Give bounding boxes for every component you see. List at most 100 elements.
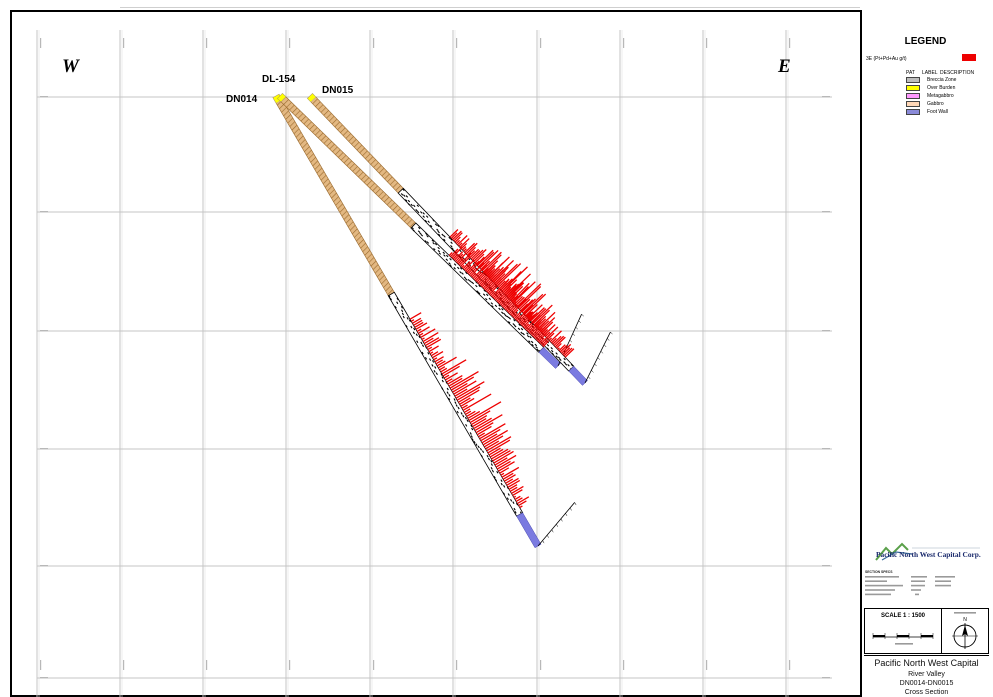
hole-log-mark <box>445 254 449 258</box>
assay-bar <box>462 261 471 270</box>
hole-log-mark <box>389 297 392 301</box>
legend-lith-row: Over Burden <box>906 85 986 92</box>
hole-log-mark <box>426 234 429 238</box>
assay-bar <box>454 388 468 397</box>
hole-log-mark <box>546 344 550 347</box>
hole-log-mark <box>437 230 440 234</box>
hole-log-mark <box>425 232 428 236</box>
hole-log-mark <box>477 445 480 449</box>
cross-section-view[interactable]: W E DL-154 DN014 DN015 <box>10 10 860 697</box>
grid-tick-label-top <box>40 38 42 48</box>
assay-bar <box>506 273 531 297</box>
grid-tick-label-top <box>373 38 375 48</box>
assay-bar <box>410 319 415 322</box>
hole-log-mark <box>504 314 508 317</box>
assay-bar <box>469 410 491 424</box>
assay-bar <box>538 320 550 331</box>
assay-bar <box>553 335 565 347</box>
hole-log-mark <box>440 373 443 376</box>
hole-log-mark <box>431 239 435 242</box>
hole-log-mark <box>425 346 428 349</box>
hole-log-mark <box>507 493 510 496</box>
depth-ruler-tick <box>575 326 579 330</box>
hole-log-mark <box>446 387 449 391</box>
hole-log-mark <box>417 230 421 233</box>
hole-overburden-section <box>277 93 286 102</box>
assay-bar <box>445 372 458 381</box>
assay-bar <box>490 290 496 297</box>
assay-bar <box>473 417 492 430</box>
hole-log-mark <box>513 507 516 511</box>
hole-log-mark <box>404 199 408 202</box>
hole-log-mark <box>522 332 525 336</box>
hole-log-mark <box>416 340 419 344</box>
assay-bar <box>532 304 553 325</box>
assay-bar <box>506 477 519 486</box>
hole-log-mark <box>481 450 485 453</box>
assay-bar <box>450 248 459 258</box>
assay-bar <box>549 330 562 343</box>
assay-bar <box>471 249 484 261</box>
hole-label-dn014[interactable]: DN014 <box>226 94 258 105</box>
assay-bar <box>428 345 439 353</box>
hole-log-mark <box>422 212 425 215</box>
grid-tick-label-top <box>789 38 791 48</box>
hole-log-mark <box>454 401 457 404</box>
assay-bar <box>467 256 485 275</box>
hole-label-dl154[interactable]: DL-154 <box>262 74 296 85</box>
hole-log-mark <box>471 438 474 441</box>
assay-bar <box>450 232 458 239</box>
hole-log-mark <box>528 340 531 343</box>
depth-ruler-tick <box>607 338 610 341</box>
hole-log-mark <box>434 223 438 226</box>
hole-log-mark <box>502 492 506 496</box>
assay-bar <box>516 496 530 505</box>
depth-ruler-tick <box>603 344 607 348</box>
assay-bar <box>451 246 463 259</box>
north-arrow-icon: N <box>952 612 978 649</box>
assay-bar <box>537 311 556 330</box>
hole-log-mark <box>501 308 504 311</box>
assay-bar <box>465 410 472 415</box>
hole-log-mark <box>401 309 404 313</box>
assay-bar <box>468 267 477 276</box>
assay-bar <box>521 298 536 313</box>
hole-log-mark <box>534 343 538 347</box>
assay-bar <box>536 318 547 328</box>
assay-bar <box>470 250 481 260</box>
legend-lith-swatch <box>906 109 920 115</box>
hole-log-mark <box>455 404 458 407</box>
assay-bar <box>542 329 548 335</box>
hole-label-dn015[interactable]: DN015 <box>322 85 354 96</box>
legend-col-pat: PAT <box>906 70 915 76</box>
hole-log-mark <box>529 321 532 324</box>
assay-bar <box>469 248 480 259</box>
depth-ruler-tick <box>597 357 600 360</box>
assay-bar <box>511 309 519 317</box>
hole-log-mark <box>415 209 418 212</box>
hole-log-mark <box>441 387 444 390</box>
hole-log-mark <box>510 499 513 502</box>
hole-log-mark <box>446 391 449 395</box>
hole-log-mark <box>436 228 439 232</box>
hole-log-mark <box>487 457 491 461</box>
top-strip <box>0 0 993 10</box>
assay-bar <box>450 376 475 391</box>
assay-bar <box>508 484 518 490</box>
depth-ruler-tick <box>556 524 559 527</box>
assay-bar <box>474 253 485 264</box>
title-view: Cross Section <box>904 689 949 696</box>
hole-log-mark <box>465 424 468 427</box>
assay-bar <box>518 500 527 507</box>
hole-log-mark <box>535 346 538 349</box>
hole-log-mark <box>469 432 472 435</box>
hole-log-mark <box>567 364 570 367</box>
depth-ruler-tick <box>560 518 563 522</box>
assay-bar <box>480 260 491 270</box>
assay-bar <box>541 339 549 346</box>
depth-ruler-tick <box>578 320 581 323</box>
hole-log-mark <box>475 443 478 446</box>
assay-bar <box>433 357 438 361</box>
assay-bar <box>505 285 517 296</box>
grid-tick-marks <box>40 38 830 679</box>
